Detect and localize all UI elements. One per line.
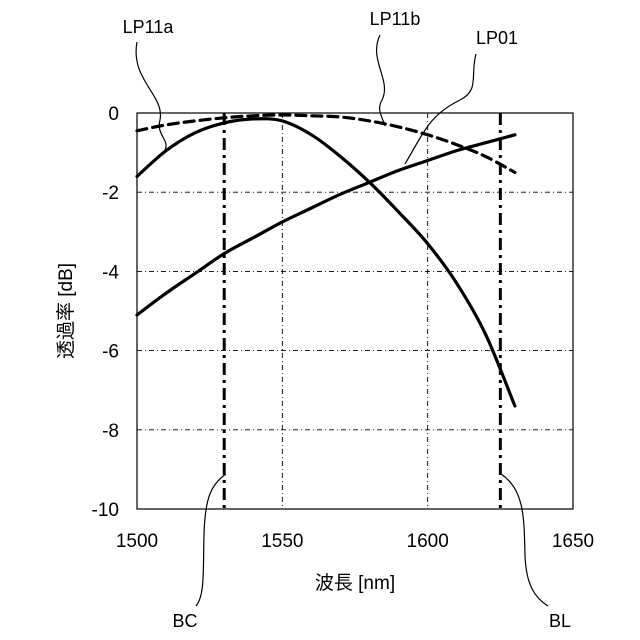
- x-tick-label: 1600: [407, 531, 449, 552]
- y-tick-label: -8: [102, 421, 119, 442]
- label-lp11b: LP11b: [370, 9, 421, 29]
- x-tick-label: 1550: [261, 531, 303, 552]
- leader-line-lp11b: [377, 35, 385, 126]
- grid: [137, 113, 573, 509]
- reference-lines: [224, 113, 500, 509]
- x-tick-label: 1500: [116, 531, 158, 552]
- x-tick-label: 1650: [552, 531, 594, 552]
- x-axis-title: 波長 [nm]: [315, 572, 395, 594]
- y-tick-label: -6: [102, 342, 119, 363]
- y-tick-label: -2: [102, 183, 119, 204]
- y-tick-labels: 0 -2 -4 -6 -8 -10: [92, 104, 120, 521]
- callouts: LP11a LP11b LP01 BC BL: [123, 9, 571, 631]
- plot-frame: [137, 113, 573, 509]
- leader-line-bl: [501, 474, 548, 606]
- y-tick-label: 0: [108, 104, 119, 125]
- series-lp11a: [137, 119, 515, 406]
- y-tick-label: -4: [102, 262, 119, 283]
- x-tick-labels: 1500 1550 1600 1650: [116, 531, 594, 552]
- label-lp11a: LP11a: [123, 17, 175, 37]
- leader-line-lp11a: [136, 42, 166, 150]
- leader-line-bc: [196, 474, 226, 606]
- y-axis-title: 透過率 [dB]: [55, 263, 77, 359]
- label-bc: BC: [172, 611, 197, 631]
- y-tick-label: -10: [92, 500, 119, 521]
- label-lp01: LP01: [476, 28, 518, 48]
- series: [137, 115, 515, 406]
- label-bl: BL: [549, 611, 571, 631]
